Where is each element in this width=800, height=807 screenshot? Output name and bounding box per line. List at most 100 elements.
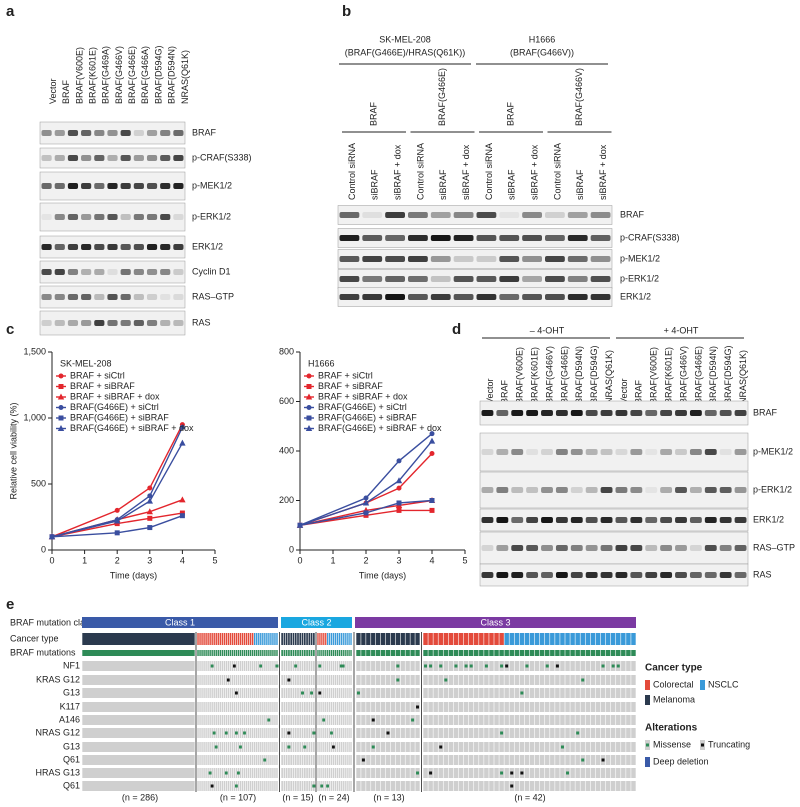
gene-cell	[227, 781, 230, 791]
band	[526, 410, 539, 416]
band	[522, 256, 542, 262]
gene-cell	[211, 768, 213, 778]
band	[408, 212, 428, 218]
gene-cell	[285, 755, 288, 765]
gene-cell	[545, 768, 550, 778]
gene-cell	[344, 742, 346, 752]
marker	[147, 515, 153, 521]
legend-swatch	[646, 743, 649, 747]
gene-cell	[303, 675, 306, 685]
gene-cell	[570, 702, 575, 712]
band	[173, 244, 184, 250]
gene-cell	[272, 688, 274, 698]
gene-cell	[555, 742, 560, 752]
alteration	[429, 771, 433, 775]
gene-cell	[448, 688, 454, 698]
gene-cell	[458, 781, 464, 791]
lane-label: BRAF(G469A)	[101, 46, 111, 104]
legend-swatch	[645, 757, 650, 767]
band	[54, 130, 65, 136]
gene-cell	[262, 755, 264, 765]
alteration	[339, 664, 343, 668]
band	[545, 235, 565, 241]
gene-cell	[260, 768, 262, 778]
row-label: p-ERK1/2	[192, 211, 231, 221]
cancer-cell	[524, 633, 530, 645]
gene-cell	[313, 675, 315, 685]
gene-cell	[380, 768, 386, 778]
gene-cell	[292, 702, 295, 712]
gene-cell	[524, 715, 530, 725]
gene-cell	[550, 742, 555, 752]
gene-cell	[292, 675, 295, 685]
gene-cell	[595, 661, 601, 671]
band	[133, 294, 144, 300]
cancer-cell	[340, 633, 342, 645]
y-tick-label: 400	[279, 445, 294, 455]
mutation-cell	[484, 650, 489, 656]
gene-cell	[415, 781, 420, 791]
gene-cell	[323, 768, 325, 778]
band	[734, 410, 747, 416]
gene-cell	[319, 675, 321, 685]
band	[660, 487, 673, 493]
gene-cell	[207, 728, 209, 738]
lane-label: BRAF(V600E)	[649, 347, 659, 404]
band	[511, 545, 524, 551]
alteration	[429, 664, 433, 668]
gene-cell	[207, 755, 209, 765]
construct-label: BRAF	[505, 101, 515, 126]
gene-cell	[468, 688, 474, 698]
band	[545, 212, 565, 218]
gene-cell	[590, 661, 596, 671]
gene-cell	[274, 675, 276, 685]
alteration	[616, 664, 620, 668]
gene-cell	[223, 702, 226, 712]
mutation-cell	[209, 650, 211, 656]
gene-cell	[249, 715, 252, 725]
band	[511, 572, 524, 578]
cancer-cell	[631, 633, 636, 645]
band	[41, 244, 52, 250]
gene-cell	[215, 675, 217, 685]
gene-cell	[231, 742, 234, 752]
gene-cell	[616, 781, 621, 791]
gene-cell	[235, 702, 238, 712]
band	[385, 256, 405, 262]
mutation-cell	[313, 650, 315, 656]
gene-cell	[371, 661, 376, 671]
gene-cell	[539, 781, 545, 791]
gene-cell	[294, 768, 297, 778]
gene-cell	[560, 715, 565, 725]
gene-cell	[235, 755, 238, 765]
gene-cell	[317, 742, 319, 752]
group-title: H1666	[529, 34, 556, 44]
gene-cell	[254, 675, 256, 685]
gene-cell	[299, 755, 302, 765]
gene-cell	[342, 688, 344, 698]
band	[567, 294, 588, 300]
gene-cell	[231, 688, 234, 698]
mutation-cell	[306, 650, 308, 656]
gene-cell	[306, 702, 308, 712]
gene-cell	[438, 755, 443, 765]
gene-cell	[256, 675, 258, 685]
mutation-cell	[308, 650, 311, 656]
mutation-cell	[415, 650, 420, 656]
gene-cell	[621, 768, 626, 778]
mutation-cell	[264, 650, 266, 656]
gene-cell	[245, 728, 248, 738]
gene-cell	[595, 728, 601, 738]
band	[541, 487, 553, 493]
gene-cell	[539, 728, 545, 738]
mutation-cell	[555, 650, 560, 656]
gene-cell	[211, 715, 213, 725]
gene-cell	[605, 688, 611, 698]
gene-cell	[385, 715, 391, 725]
gene-cell	[448, 781, 454, 791]
gene-cell	[272, 781, 274, 791]
gene-cell	[274, 728, 276, 738]
gene-cell	[233, 781, 236, 791]
gene-cell	[294, 781, 297, 791]
